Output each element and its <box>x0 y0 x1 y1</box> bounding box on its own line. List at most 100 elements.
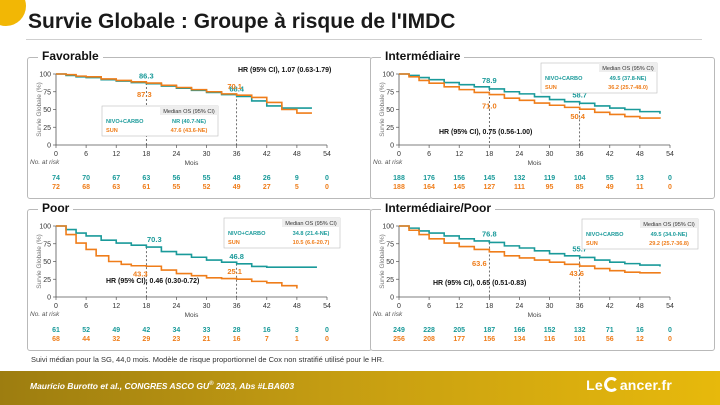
brand-logo: Le ancer.fr <box>586 377 672 393</box>
panel-poor: Poor 0 25 50 75 100 0 6 12 18 24 30 36 42 48 54 Mois Sur… <box>27 201 372 351</box>
x-tick-label: 42 <box>263 151 271 158</box>
x-tick-label: 12 <box>455 303 463 310</box>
at-risk-count: 63 <box>112 184 120 191</box>
y-tick-label: 100 <box>382 224 394 231</box>
at-risk-count: 101 <box>574 336 586 343</box>
y-axis-label: Survie Globale (%) <box>36 234 43 289</box>
at-risk-count: 177 <box>453 336 465 343</box>
at-risk-count: 0 <box>325 327 329 334</box>
at-risk-count: 0 <box>668 175 672 182</box>
landmark-label: 43.3 <box>133 269 148 278</box>
x-tick-label: 24 <box>173 151 181 158</box>
panel-title: Intermédiaire <box>381 49 465 63</box>
median-value: 34.8 (21.4-NE) <box>293 231 330 237</box>
series-line <box>56 225 298 289</box>
at-risk-count: 188 <box>393 175 405 182</box>
median-arm-label: SUN <box>228 240 240 246</box>
at-risk-count: 116 <box>544 336 555 343</box>
hazard-ratio-text: HR (95% CI), 0.65 (0.51-0.83) <box>433 280 526 287</box>
at-risk-count: 67 <box>112 175 120 182</box>
x-tick-label: 6 <box>427 151 431 158</box>
y-tick-label: 50 <box>43 259 51 266</box>
series-line <box>399 225 661 267</box>
median-value: 36.2 (25.7-48.0) <box>608 85 648 91</box>
x-tick-label: 24 <box>173 303 181 310</box>
at-risk-count: 44 <box>82 336 90 343</box>
x-tick-label: 0 <box>397 151 401 158</box>
median-arm-label: SUN <box>586 241 598 247</box>
at-risk-count: 48 <box>233 175 241 182</box>
x-tick-label: 42 <box>606 151 614 158</box>
at-risk-count: 49 <box>606 184 614 191</box>
x-tick-label: 0 <box>397 303 401 310</box>
landmark-label: 46.8 <box>229 252 244 261</box>
median-arm-label: NIVO+CARBO <box>586 232 624 238</box>
median-value: 49.5 (37.8-NE) <box>610 76 647 82</box>
at-risk-count: 29 <box>142 336 150 343</box>
at-risk-count: 52 <box>203 184 211 191</box>
at-risk-count: 63 <box>142 175 150 182</box>
series-line <box>56 225 317 268</box>
at-risk-count: 34 <box>173 327 181 334</box>
median-arm-label: NIVO+CARBO <box>106 119 144 125</box>
at-risk-count: 0 <box>325 184 329 191</box>
x-tick-label: 54 <box>323 151 331 158</box>
at-risk-count: 249 <box>393 327 405 334</box>
at-risk-count: 56 <box>606 336 614 343</box>
median-arm-label: SUN <box>106 128 118 134</box>
y-tick-label: 0 <box>390 143 394 150</box>
at-risk-count: 16 <box>233 336 241 343</box>
y-tick-label: 100 <box>39 72 51 79</box>
median-os-header: Median OS (95% CI) <box>285 221 337 227</box>
x-tick-label: 48 <box>293 151 301 158</box>
at-risk-count: 134 <box>514 336 526 343</box>
median-os-header: Median OS (95% CI) <box>643 222 695 228</box>
at-risk-count: 111 <box>514 184 525 191</box>
at-risk-count: 145 <box>453 184 465 191</box>
x-tick-label: 36 <box>233 303 241 310</box>
x-tick-label: 6 <box>84 303 88 310</box>
citation-tail: 2023, Abs #LBA603 <box>213 381 295 391</box>
landmark-label: 78.9 <box>482 76 497 85</box>
at-risk-label: No. at risk <box>373 159 403 166</box>
x-tick-label: 42 <box>606 303 614 310</box>
panel-title: Poor <box>38 201 74 215</box>
at-risk-count: 49 <box>233 184 241 191</box>
at-risk-count: 26 <box>263 175 271 182</box>
brand-right: ancer.fr <box>619 377 672 393</box>
y-tick-label: 0 <box>47 295 51 302</box>
at-risk-count: 68 <box>52 336 60 343</box>
y-tick-label: 75 <box>386 241 394 248</box>
at-risk-count: 208 <box>423 336 435 343</box>
x-tick-label: 12 <box>112 303 120 310</box>
at-risk-count: 16 <box>263 327 271 334</box>
at-risk-count: 164 <box>423 184 435 191</box>
at-risk-count: 127 <box>483 184 495 191</box>
corner-accent <box>0 0 26 26</box>
at-risk-count: 11 <box>636 184 644 191</box>
median-os-header: Median OS (95% CI) <box>163 109 215 115</box>
landmark-label: 68.4 <box>229 84 244 93</box>
at-risk-count: 28 <box>233 327 241 334</box>
x-axis-label: Mois <box>528 312 542 319</box>
median-os-header-bg <box>640 219 698 228</box>
at-risk-count: 72 <box>52 184 60 191</box>
x-axis-label: Mois <box>185 312 199 319</box>
at-risk-count: 68 <box>82 184 90 191</box>
hazard-ratio-text: HR (95% CI), 0.46 (0.30-0.72) <box>106 278 199 285</box>
x-tick-label: 6 <box>427 303 431 310</box>
at-risk-count: 42 <box>142 327 150 334</box>
y-tick-label: 0 <box>390 295 394 302</box>
at-risk-count: 23 <box>173 336 181 343</box>
at-risk-count: 1 <box>295 336 299 343</box>
x-tick-label: 36 <box>576 151 584 158</box>
y-axis-label: Survie Globale (%) <box>379 82 386 137</box>
landmark-label: 50.4 <box>570 112 585 121</box>
at-risk-count: 21 <box>203 336 211 343</box>
median-os-header-bg <box>599 63 657 72</box>
x-tick-label: 6 <box>84 151 88 158</box>
at-risk-count: 13 <box>636 175 644 182</box>
